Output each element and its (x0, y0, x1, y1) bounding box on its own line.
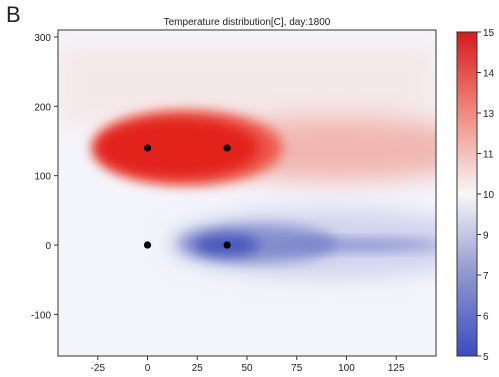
x-tick-label: 50 (241, 363, 253, 374)
warm-band (58, 43, 436, 128)
hot-plume-core (95, 117, 260, 178)
temperature-field (58, 43, 436, 278)
x-tick-label: 100 (338, 363, 355, 374)
colorbar-tick-label: 5 (483, 352, 489, 363)
colorbar-ticks: 15 14 13 11 10 9 7 6 5 (477, 28, 495, 363)
well-marker (143, 144, 152, 152)
y-axis: -100 0 100 200 300 (31, 33, 58, 321)
y-tick-label: 200 (34, 102, 51, 113)
panel-letter: B (6, 2, 21, 27)
colorbar-tick-label: 14 (483, 69, 495, 80)
x-tick-label: 75 (291, 363, 303, 374)
well-marker (223, 144, 231, 152)
colorbar-tick-label: 7 (483, 271, 489, 282)
chart-title: Temperature distribution[C], day:1800 (164, 17, 331, 28)
well-markers (143, 144, 231, 249)
y-tick-label: 0 (45, 241, 51, 252)
colorbar (456, 31, 478, 357)
well-marker (223, 241, 231, 249)
colorbar-tick-label: 10 (483, 190, 495, 201)
colorbar-tick-label: 13 (483, 109, 495, 120)
x-axis: -25 0 25 50 75 100 125 (91, 356, 405, 374)
colorbar-tick-label: 15 (483, 28, 495, 39)
colorbar-tick-label: 9 (483, 231, 489, 242)
colorbar-tick-label: 6 (483, 312, 489, 323)
x-tick-label: -25 (91, 363, 106, 374)
well-marker (143, 241, 152, 249)
x-tick-label: 125 (388, 363, 405, 374)
x-tick-label: 0 (145, 363, 151, 374)
cold-plume-tail (251, 239, 436, 252)
x-tick-label: 25 (192, 363, 204, 374)
y-tick-label: 300 (34, 33, 51, 44)
y-tick-label: -100 (31, 310, 51, 321)
y-tick-label: 100 (34, 172, 51, 183)
colorbar-tick-label: 11 (483, 150, 494, 161)
